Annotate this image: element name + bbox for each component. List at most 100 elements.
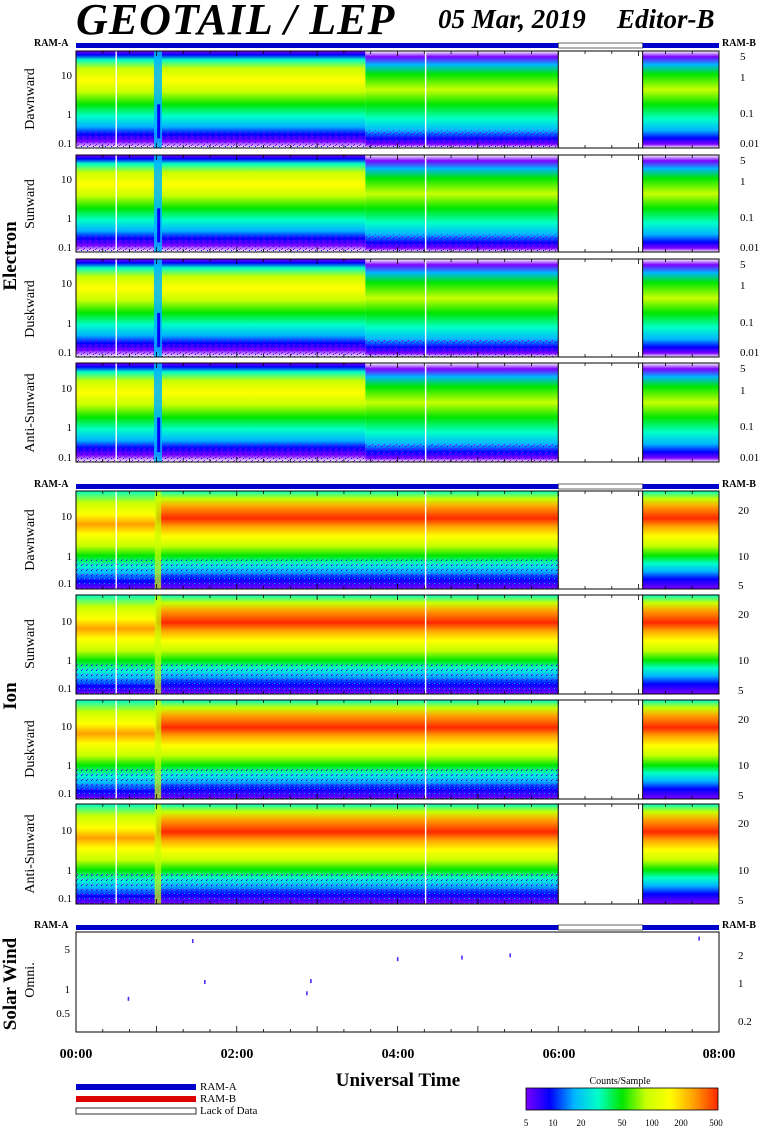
ram-a-band-after-1 [642, 484, 719, 489]
y-tick-right-e2: 0.01 [740, 347, 760, 360]
electron-panel-3 [75, 362, 720, 463]
y-tick-left-i1: 1 [66, 655, 73, 668]
data-gap [558, 259, 643, 357]
data-gap [558, 155, 643, 252]
ram-a-band-0 [76, 43, 559, 48]
data-gap [558, 804, 643, 904]
spectrogram-panels [75, 50, 720, 905]
y-tick-left-i3: 1 [66, 865, 73, 877]
ion-band-after-gap [642, 804, 719, 904]
no-data-band-1 [557, 483, 643, 490]
solar-wind-point [509, 953, 512, 958]
data-gap [558, 700, 643, 799]
ram-b-label-electron: RAM-B [722, 38, 756, 49]
y-tick-right-e1: 5 [740, 154, 746, 167]
electron-noise [76, 339, 559, 357]
solar-wind-point [204, 980, 206, 984]
legend-ram-b-swatch [76, 1096, 196, 1102]
figure-title: GEOTAIL / LEP [76, 0, 396, 44]
y-tick-left-i0: 0.1 [58, 578, 72, 591]
ram-a-band-after-2 [642, 925, 719, 930]
ram-a-label-ion: RAM-A [34, 479, 69, 490]
ion-dropout [154, 491, 162, 589]
colorbar [525, 1087, 719, 1111]
electron-dropout-core [157, 208, 161, 243]
y-tick-right-i2: 5 [738, 790, 744, 803]
ram-bands [76, 42, 719, 931]
y-tick-right-e1: 1 [740, 176, 746, 189]
electron-noise [76, 444, 559, 462]
panel-label-sw-omni: Omni. [23, 962, 38, 998]
y-tick-right-e0: 1 [740, 72, 746, 85]
panel-label-e-dawnward: Dawnward [23, 68, 38, 130]
electron-panel-2 [75, 258, 720, 358]
ion-dropout [154, 804, 162, 904]
y-tick-right-i3: 5 [738, 895, 744, 907]
y-tick-left-i0: 1 [66, 550, 73, 563]
panel-label-i-anti-sunward: Anti-Sunward [23, 814, 38, 894]
y-tick-left-e3: 1 [66, 422, 73, 435]
y-tick-right-sw: 2 [738, 950, 744, 962]
y-tick-right-e0: 0.01 [740, 138, 760, 151]
y-tick-right-e3: 0.1 [740, 421, 754, 434]
no-data-band-0 [557, 42, 643, 49]
legend [75, 1084, 719, 1115]
solar-wind-point [191, 939, 194, 944]
electron-dropout-core [157, 104, 161, 139]
x-tick-2: 04:00 [381, 1047, 415, 1062]
y-tick-right-i0: 10 [738, 550, 749, 563]
y-tick-left-sw: 1 [64, 984, 71, 996]
y-tick-left-i2: 1 [66, 760, 73, 773]
solar-wind-frame [75, 931, 720, 1033]
colorbar-tick-200: 200 [674, 1118, 688, 1128]
solar-wind-panel [75, 931, 720, 1033]
legend-ram-a-text: RAM-A [200, 1081, 237, 1093]
figure-date: 05 Mar, 2019 [438, 4, 586, 34]
solar-wind-point [396, 957, 399, 962]
y-tick-left-i2: 0.1 [58, 788, 72, 801]
electron-band-after-gap [642, 363, 719, 462]
ram-a-label-sw: RAM-A [34, 920, 69, 931]
ram-a-band-after-0 [642, 43, 719, 48]
solar-wind-point [698, 936, 700, 941]
ion-band-after-gap [642, 491, 719, 589]
y-tick-left-e0: 1 [66, 109, 73, 122]
ram-a-label-electron: RAM-A [34, 38, 69, 49]
y-tick-left-e1: 0.1 [58, 242, 72, 255]
electron-dropout [153, 51, 163, 148]
y-tick-right-i1: 10 [738, 655, 749, 668]
y-tick-right-e1: 0.1 [740, 212, 754, 225]
x-tick-1: 02:00 [220, 1047, 254, 1062]
y-tick-left-e2: 0.1 [58, 347, 72, 360]
electron-band-after-gap [642, 259, 719, 357]
electron-noise [76, 130, 559, 148]
y-tick-left-i0: 10 [61, 511, 72, 524]
colorbar-tick-10: 10 [548, 1118, 558, 1128]
no-data-band-2 [557, 924, 643, 931]
y-tick-left-e0: 10 [61, 70, 72, 83]
colorbar-tick-5: 5 [523, 1118, 529, 1128]
electron-dropout [153, 155, 163, 252]
y-tick-right-i2: 10 [738, 760, 749, 773]
y-tick-right-e2: 5 [740, 258, 746, 271]
electron-band-after-gap [642, 155, 719, 252]
electron-dropout [153, 363, 163, 462]
colorbar-title: Counts/Sample [589, 1076, 651, 1087]
panel-label-i-dawnward: Dawnward [23, 509, 38, 571]
y-tick-left-e2: 10 [61, 278, 72, 291]
y-tick-right-e1: 0.01 [740, 242, 760, 255]
ion-band-after-gap [642, 595, 719, 694]
y-tick-right-e2: 1 [740, 280, 746, 293]
electron-noise [76, 234, 559, 252]
ion-dropout [154, 700, 162, 799]
ion-dropout [154, 595, 162, 694]
ram-b-label-sw: RAM-B [722, 920, 756, 931]
y-tick-left-e3: 0.1 [58, 452, 72, 465]
electron-panel-0 [75, 50, 720, 149]
y-tick-right-e3: 0.01 [740, 452, 760, 465]
legend-ram-b-text: RAM-B [200, 1093, 237, 1105]
ion-panel-0 [75, 490, 720, 590]
ram-a-band-2 [76, 925, 559, 930]
legend-lack-swatch [75, 1107, 197, 1115]
